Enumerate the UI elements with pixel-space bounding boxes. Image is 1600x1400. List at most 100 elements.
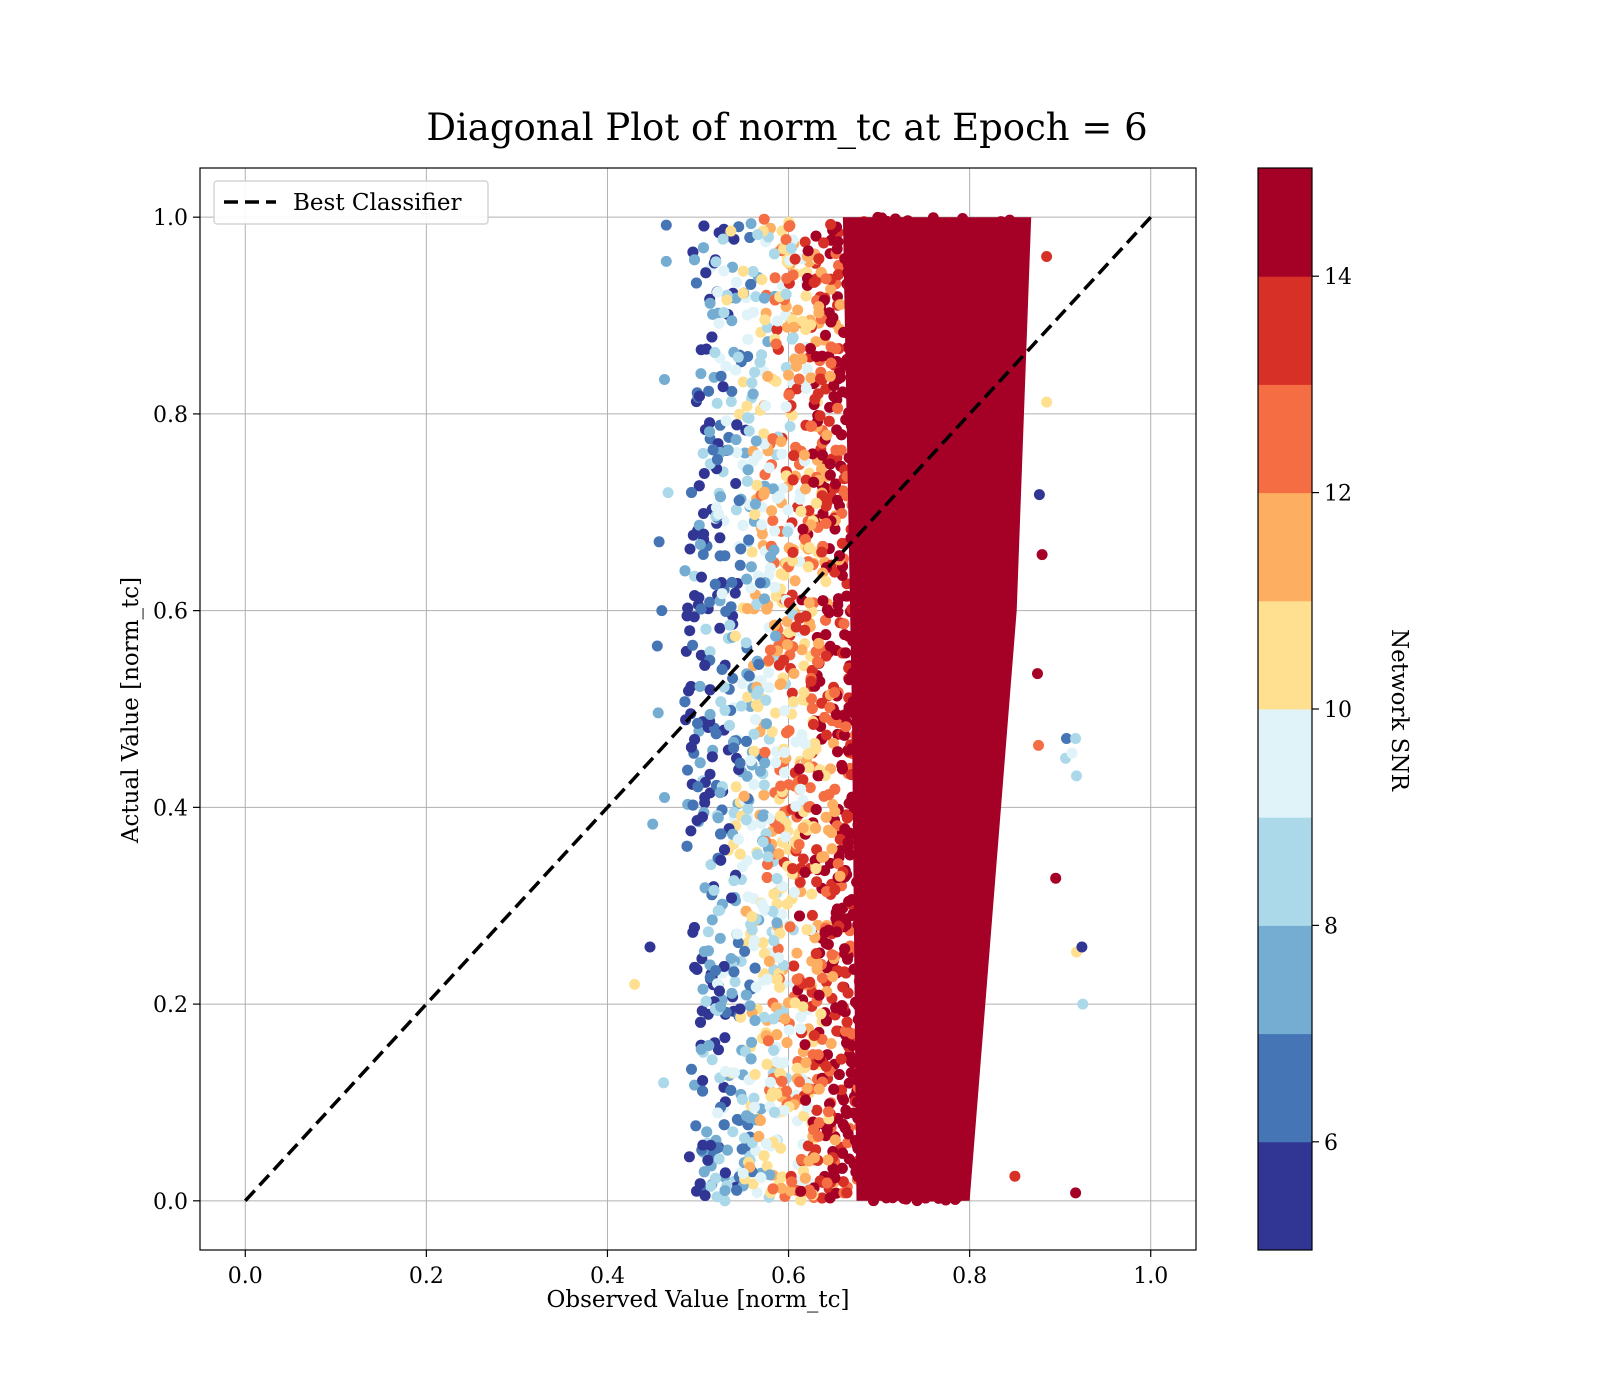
- scatter-point: [711, 397, 723, 409]
- scatter-point: [770, 757, 782, 769]
- scatter-point: [794, 493, 806, 505]
- scatter-point: [758, 593, 770, 605]
- scatter-point: [786, 687, 798, 699]
- scatter-point: [799, 236, 811, 248]
- scatter-point: [706, 1054, 718, 1066]
- scatter-point: [747, 388, 759, 400]
- scatter-point: [802, 245, 814, 257]
- scatter-point: [841, 1016, 853, 1028]
- scatter-point: [779, 1013, 791, 1025]
- scatter-point: [829, 1172, 841, 1184]
- scatter-point: [840, 647, 852, 659]
- scatter-point: [758, 428, 770, 440]
- scatter-point: [828, 1083, 840, 1095]
- scatter-point: [789, 997, 801, 1009]
- scatter-point: [758, 947, 770, 959]
- scatter-point: [799, 1039, 811, 1051]
- scatter-point: [710, 965, 722, 977]
- scatter-point: [833, 593, 844, 605]
- scatter-point: [756, 274, 768, 286]
- scatter-point: [820, 886, 832, 897]
- scatter-point: [694, 680, 706, 692]
- scatter-point: [774, 810, 786, 822]
- scatter-point: [758, 779, 770, 791]
- scatter-points: [679, 211, 1032, 1207]
- scatter-point: [800, 383, 812, 394]
- scatter-point: [816, 463, 827, 475]
- scatter-point: [816, 449, 828, 461]
- scatter-point: [749, 1069, 761, 1080]
- scatter-point: [758, 292, 770, 304]
- scatter-point: [763, 654, 775, 666]
- scatter-point: [803, 542, 815, 554]
- scatter-point: [747, 1178, 759, 1190]
- scatter-point: [836, 1162, 848, 1174]
- scatter-point: [712, 812, 724, 824]
- scatter-point: [730, 364, 742, 376]
- scatter-point: [721, 1144, 733, 1156]
- scatter-point: [716, 663, 728, 675]
- scatter-point: [787, 863, 798, 875]
- scatter-point: [684, 625, 696, 637]
- scatter-point: [718, 1119, 730, 1131]
- scatter-point: [743, 534, 755, 546]
- scatter-point: [740, 637, 752, 649]
- scatter-point: [743, 412, 755, 424]
- scatter-point: [761, 603, 773, 615]
- scatter-point: [695, 1016, 706, 1028]
- scatter-point: [794, 876, 806, 888]
- scatter-point: [736, 1143, 748, 1155]
- scatter-point: [729, 587, 741, 599]
- scatter-point: [749, 508, 761, 520]
- scatter-point: [700, 995, 712, 1007]
- scatter-point: [802, 748, 814, 760]
- scatter-point: [734, 1003, 746, 1015]
- scatter-point: [741, 1110, 752, 1122]
- scatter-point: [699, 882, 711, 894]
- scatter-point: [799, 534, 811, 545]
- scatter-point: [780, 1085, 792, 1097]
- scatter-point: [829, 687, 841, 699]
- scatter-point: [713, 508, 725, 520]
- scatter-point: [793, 763, 805, 775]
- scatter-point: [795, 783, 807, 795]
- scatter-point: [810, 230, 822, 242]
- scatter-point: [737, 861, 748, 873]
- scatter-point: [748, 1092, 760, 1104]
- scatter-point: [770, 630, 782, 642]
- scatter-point: [748, 779, 760, 790]
- scatter-point: [691, 815, 703, 826]
- scatter-point: [734, 848, 746, 860]
- scatter-point: [720, 606, 732, 617]
- scatter-point: [820, 650, 832, 662]
- scatter-point: [787, 546, 799, 558]
- scatter-point: [824, 702, 836, 713]
- scatter-point: [751, 688, 763, 700]
- scatter-point: [704, 709, 716, 720]
- scatter-point: [694, 757, 706, 769]
- scatter-point: [788, 668, 800, 679]
- scatter-point: [791, 1062, 803, 1074]
- scatter-point: [745, 1053, 757, 1065]
- scatter-point: [729, 1067, 740, 1079]
- scatter-point: [683, 1151, 695, 1163]
- scatter-point: [714, 787, 726, 799]
- scatter-point: [820, 500, 832, 512]
- scatter-point: [698, 946, 710, 957]
- scatter-point: [799, 866, 811, 878]
- scatter-point: [737, 287, 749, 299]
- scatter-point: [718, 961, 730, 972]
- scatter-point: [698, 242, 709, 254]
- scatter-point: [751, 479, 763, 491]
- scatter-point: [815, 373, 826, 385]
- scatter-point: [694, 1178, 706, 1190]
- scatter-point: [845, 1067, 857, 1079]
- scatter-point: [824, 1192, 836, 1204]
- scatter-point: [833, 1069, 845, 1080]
- scatter-point: [842, 987, 854, 999]
- scatter-point: [707, 444, 719, 456]
- scatter-point: [821, 429, 833, 441]
- scatter-point: [688, 922, 700, 933]
- scatter-point: [797, 853, 809, 865]
- scatter-point: [803, 762, 815, 774]
